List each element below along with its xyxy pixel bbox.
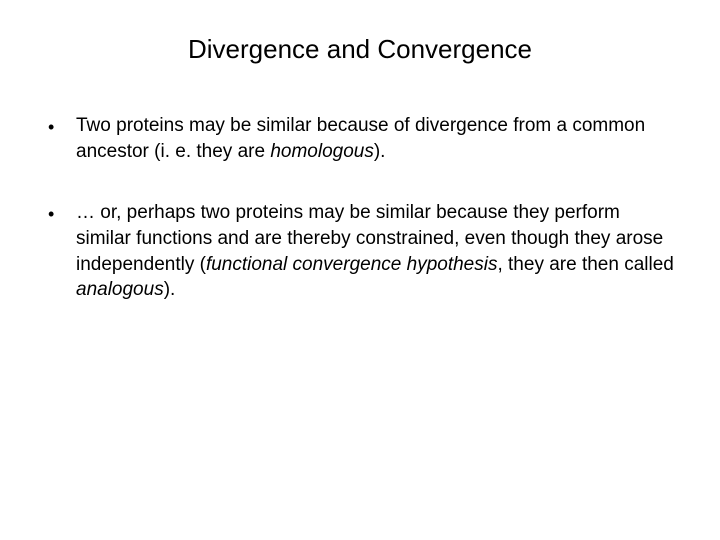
bullet-list: • Two proteins may be similar because of…	[40, 113, 680, 303]
bullet-marker: •	[48, 113, 76, 139]
bullet-marker: •	[48, 200, 76, 226]
list-item: • Two proteins may be similar because of…	[40, 113, 680, 164]
list-item: • … or, perhaps two proteins may be simi…	[40, 200, 680, 303]
slide-title: Divergence and Convergence	[40, 34, 680, 65]
bullet-text: … or, perhaps two proteins may be simila…	[76, 200, 680, 303]
bullet-text: Two proteins may be similar because of d…	[76, 113, 680, 164]
